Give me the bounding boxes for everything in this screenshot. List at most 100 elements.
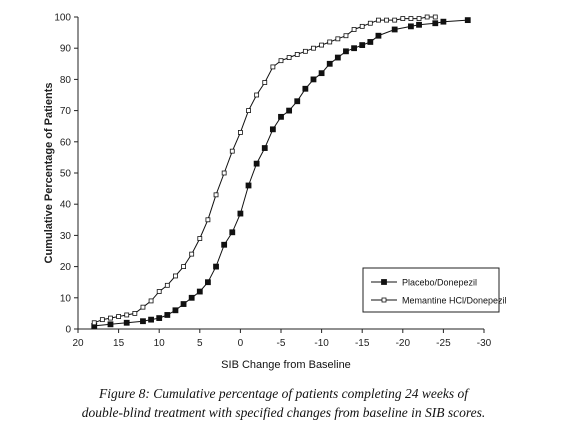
placebo-point [205,279,211,286]
x-tick-label: -15 [355,338,370,349]
placebo-point [229,229,236,236]
memantine-point [181,264,186,270]
memantine-point [140,304,146,310]
memantine-point [189,251,195,257]
memantine-point [335,36,341,42]
memantine-point [432,14,438,20]
memantine-point [302,48,308,54]
y-tick-label: 30 [60,231,72,242]
caption-line-2: double-blind treatment with specified ch… [81,405,486,420]
placebo-point [253,160,260,167]
x-axis-title: SIB Change from Baseline [221,359,351,371]
memantine-point [156,289,162,294]
placebo-point [245,182,252,189]
x-tick-label: -25 [436,338,451,349]
placebo-point [359,42,366,48]
memantine-point [327,39,333,45]
placebo-point [343,48,349,55]
memantine-point [392,17,398,23]
placebo-point [269,126,276,133]
y-tick-label: 20 [60,262,72,273]
memantine-point [173,273,178,279]
legend-label-1: Placebo/Donepezil [402,278,477,288]
memantine-point [164,282,170,288]
memantine-point [400,16,406,21]
memantine-point [262,80,268,85]
placebo-point [464,17,471,24]
memantine-point [367,20,373,26]
legend-marker-1 [381,279,387,285]
memantine-point [237,130,243,135]
placebo-point [261,145,268,151]
y-tick-label: 80 [60,75,72,86]
memantine-point [384,17,389,23]
placebo-point [123,319,130,326]
memantine-point [148,298,154,304]
placebo-point [391,26,398,33]
placebo-point [408,23,414,30]
y-axis-title: Cumulative Percentage of Patients [43,83,55,264]
figure-caption: Figure 8: Cumulative percentage of patie… [0,384,567,422]
placebo-point [375,32,382,39]
x-tick-label: -10 [314,338,329,349]
y-tick-label: 100 [54,13,71,24]
caption-line-1: Figure 8: Cumulative percentage of patie… [98,386,469,401]
y-tick-label: 60 [60,137,72,148]
memantine-point [205,217,211,223]
x-tick-label: 0 [238,338,244,349]
memantine-point [376,17,381,23]
memantine-point [351,27,357,32]
legend-marker-2 [381,297,387,303]
y-tick-label: 50 [60,169,72,180]
placebo-point [148,316,154,323]
memantine-point [343,33,349,39]
memantine-point [221,170,227,176]
memantine-point [99,317,105,323]
placebo-point [164,312,171,318]
x-tick-label: 10 [154,338,166,349]
placebo-point [432,20,439,27]
y-tick-label: 0 [65,325,71,336]
memantine-point [311,45,316,51]
placebo-point [334,54,341,61]
x-tick-label: 5 [197,338,203,349]
placebo-point [172,307,179,314]
memantine-point [246,108,251,113]
placebo-point [196,288,203,295]
memantine-point [197,236,203,241]
memantine-point [213,192,219,198]
placebo-point [310,76,317,83]
placebo-point [156,315,163,321]
placebo-point [302,85,309,92]
placebo-point [180,301,187,307]
placebo-point [326,60,333,67]
placebo-point [107,321,114,328]
placebo-point [367,39,374,45]
memantine-point [91,320,97,326]
placebo-point [213,263,219,270]
memantine-point [124,312,130,318]
legend-label-2: Memantine HCl/Donepezil [402,296,507,306]
placebo-point [278,113,284,120]
memantine-point [108,315,113,321]
y-tick-label: 10 [60,293,72,304]
memantine-point [294,52,300,57]
memantine-point [424,14,430,20]
y-tick-label: 70 [60,106,72,117]
placebo-point [416,21,422,28]
y-tick-label: 90 [60,44,72,55]
placebo-point [440,18,447,25]
memantine-point [408,16,414,21]
memantine-point [416,16,422,21]
memantine-point [229,148,235,154]
memantine-point [319,42,325,48]
memantine-point [359,23,365,29]
y-tick-label: 40 [60,200,72,211]
placebo-point [221,241,228,248]
x-tick-label: -20 [396,338,411,349]
memantine-point [278,58,284,64]
placebo-point [318,70,325,77]
memantine-point [116,314,121,319]
memantine-point [132,310,138,316]
